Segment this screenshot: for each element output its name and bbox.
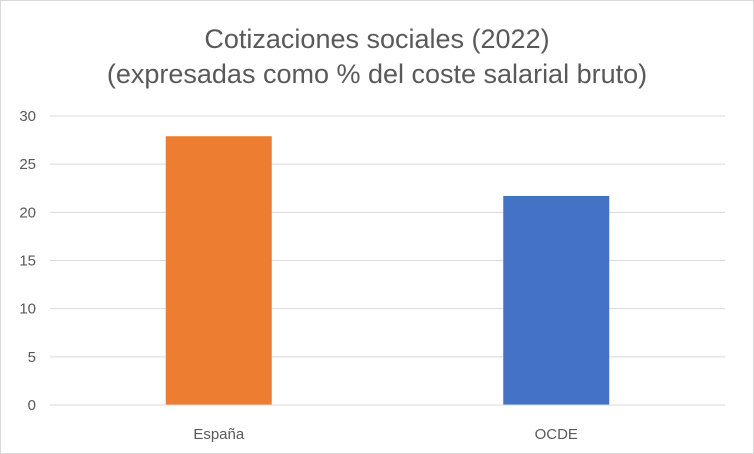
- bar-0: [165, 136, 272, 406]
- y-tick-label: 30: [19, 108, 36, 125]
- chart-subtitle: (expresadas como % del coste salarial br…: [106, 59, 648, 89]
- chart-title: Cotizaciones sociales (2022): [204, 24, 550, 54]
- y-tick-label: 5: [28, 349, 36, 366]
- y-tick-label: 20: [19, 204, 36, 221]
- chart-title-block: Cotizaciones sociales (2022) (expresadas…: [0, 22, 754, 92]
- y-tick-label: 0: [28, 397, 36, 414]
- y-tick-label: 25: [19, 156, 36, 173]
- y-tick-label: 10: [19, 301, 36, 318]
- y-tick-label: 15: [19, 253, 36, 270]
- x-tick-label: OCDE: [535, 426, 578, 443]
- bar-1: [503, 195, 610, 405]
- x-tick-label: España: [193, 426, 245, 443]
